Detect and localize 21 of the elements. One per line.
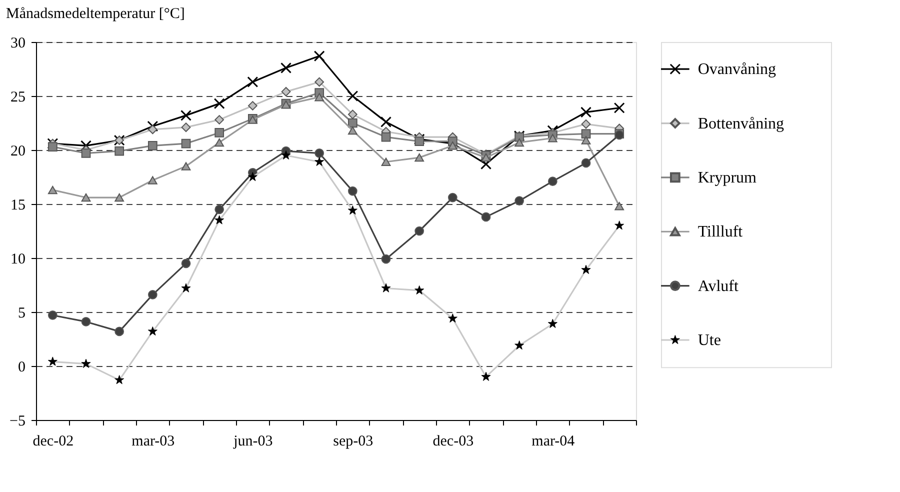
y-tick-label: 10 [10, 252, 26, 268]
y-tick-label: −5 [10, 414, 26, 430]
x-tick-label: dec-02 [32, 434, 74, 450]
y-tick-label: 30 [10, 36, 26, 52]
y-axis-title: Månadsmedeltemperatur [°C] [6, 6, 185, 22]
x-tick-label: mar-04 [532, 434, 576, 450]
x-tick-label: jun-03 [232, 434, 273, 450]
legend-label: Kryprum [698, 169, 758, 186]
legend-label: Avluft [698, 278, 739, 295]
legend-label: Tillluft [698, 224, 744, 241]
legend-label: Ovanvåning [698, 61, 776, 78]
y-tick-label: 15 [10, 198, 26, 214]
y-tick-label: 0 [18, 360, 26, 376]
legend-label: Ute [698, 332, 721, 349]
x-tick-label: mar-03 [132, 434, 175, 450]
x-tick-label: sep-03 [333, 434, 374, 450]
legend-label: Bottenvåning [698, 115, 784, 132]
y-tick-label: 5 [18, 306, 26, 322]
x-tick-label: dec-03 [432, 434, 474, 450]
y-tick-label: 20 [10, 144, 26, 160]
y-tick-label: 25 [10, 90, 26, 106]
